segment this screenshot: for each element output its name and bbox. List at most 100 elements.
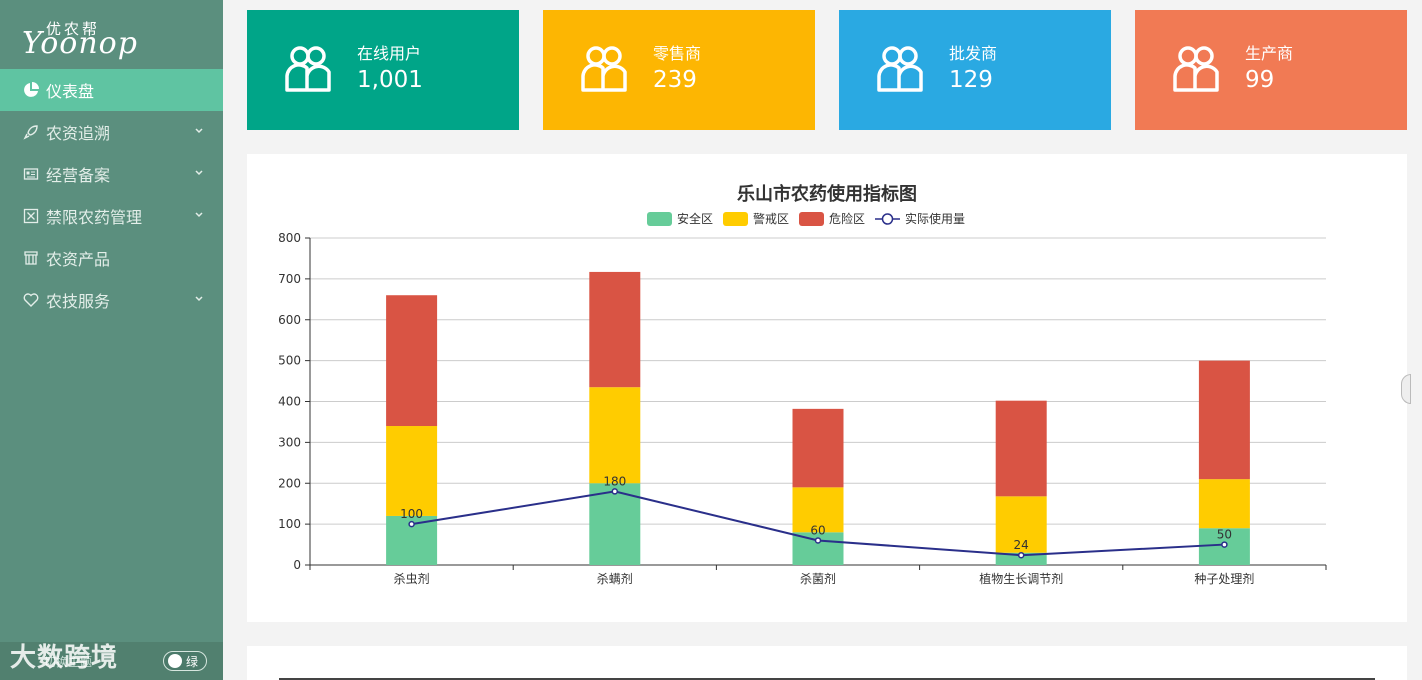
legend-item-danger[interactable]: 危险区 — [799, 210, 865, 227]
data-label: 24 — [1014, 538, 1029, 552]
id-card-icon — [22, 165, 40, 183]
line-point — [611, 488, 619, 495]
legend-swatch — [647, 211, 672, 226]
bar-segment — [995, 400, 1047, 497]
sidebar-item-label: 农资产品 — [46, 250, 111, 269]
chevron-down-icon — [195, 170, 203, 176]
legend-item-actual[interactable]: 实际使用量 — [875, 210, 965, 227]
legend-item-warning[interactable]: 警戒区 — [723, 210, 789, 227]
x-tick-label: 种子处理剂 — [1194, 571, 1254, 586]
sidebar: 优农帮 Yoonop 仪表盘 农资追溯 经营备案 — [0, 0, 223, 680]
line-point — [408, 520, 415, 528]
rocket-icon — [22, 123, 40, 141]
legend-item-safe[interactable]: 安全区 — [647, 210, 713, 227]
data-label: 60 — [810, 523, 825, 537]
bar-segment — [1198, 360, 1250, 480]
data-label: 100 — [400, 507, 423, 521]
legend-line-swatch — [875, 212, 901, 225]
y-tick-label: 100 — [278, 517, 301, 531]
toggle-knob — [168, 654, 182, 668]
legend-label: 危险区 — [829, 212, 866, 226]
y-tick-label: 0 — [293, 558, 301, 572]
sidebar-item-dashboard[interactable]: 仪表盘 — [0, 69, 223, 111]
heart-icon — [22, 291, 40, 309]
sidebar-item-restricted-pesticides[interactable]: 禁限农药管理 — [0, 195, 223, 237]
sidebar-item-label: 经营备案 — [46, 166, 111, 185]
side-panel-handle[interactable] — [1401, 374, 1411, 404]
line-point — [1017, 551, 1025, 559]
stat-value: 239 — [653, 67, 697, 93]
stat-card-online-users[interactable]: 在线用户 1,001 — [247, 10, 519, 130]
stat-label: 批发商 — [949, 44, 998, 63]
sidebar-item-agri-services[interactable]: 农技服务 — [0, 279, 223, 321]
users-icon — [285, 46, 331, 92]
theme-toggle[interactable]: 绿 — [163, 651, 207, 671]
legend-label: 警戒区 — [753, 212, 790, 226]
second-panel — [247, 646, 1407, 680]
x-tick-label: 杀菌剂 — [800, 571, 836, 586]
sidebar-item-label: 禁限农药管理 — [46, 208, 143, 227]
watermark-text: 大数跨境 — [10, 643, 119, 673]
y-tick-label: 700 — [278, 272, 301, 286]
data-label: 180 — [603, 474, 626, 488]
bar-segment — [792, 487, 844, 533]
bar-segment — [792, 408, 844, 488]
stat-value: 129 — [949, 67, 993, 93]
bar-segment — [386, 426, 438, 516]
chart-plot: 0 100 200 300 400 500 600 700 800 杀虫剂 杀螨剂 杀菌剂 植物生长调节… — [278, 231, 1327, 586]
sidebar-item-business-filing[interactable]: 经营备案 — [0, 153, 223, 195]
stat-label: 零售商 — [653, 44, 702, 63]
cross-box-icon — [22, 207, 40, 225]
line-point — [814, 537, 822, 544]
x-tick-label: 植物生长调节剂 — [979, 571, 1063, 586]
data-label: 50 — [1217, 528, 1232, 542]
chevron-down-icon — [195, 128, 203, 134]
stat-card-producers[interactable]: 生产商 99 — [1135, 10, 1407, 130]
bar-segment — [589, 483, 641, 565]
sidebar-item-label: 仪表盘 — [46, 82, 95, 101]
bar-segment — [589, 271, 641, 388]
stat-card-wholesalers[interactable]: 批发商 129 — [839, 10, 1111, 130]
stat-card-retailers[interactable]: 零售商 239 — [543, 10, 815, 130]
bar-segment — [995, 552, 1047, 565]
chart-legend: 安全区 警戒区 危险区 实际使用量 — [647, 210, 975, 227]
x-tick-label: 杀螨剂 — [597, 571, 633, 586]
y-tick-label: 200 — [278, 476, 301, 490]
legend-label: 实际使用量 — [905, 212, 966, 226]
legend-swatch — [799, 211, 825, 226]
sidebar-item-agri-products[interactable]: 农资产品 — [0, 237, 223, 279]
theme-switch-label: 切换主题 — [44, 654, 93, 669]
stat-value: 1,001 — [357, 67, 423, 93]
chevron-down-icon — [195, 212, 203, 218]
chart-title: 乐山市农药使用指标图 — [737, 184, 917, 205]
y-tick-label: 400 — [278, 395, 301, 409]
y-tick-label: 500 — [278, 354, 301, 368]
sidebar-item-traceability[interactable]: 农资追溯 — [0, 111, 223, 153]
bar-segment — [1198, 479, 1250, 529]
chevron-down-icon — [195, 296, 203, 302]
toggle-label: 绿 — [186, 654, 199, 669]
chart-panel: 乐山市农药使用指标图 安全区 警戒区 危险区 实际使用量 0 100 200 300 4… — [247, 154, 1411, 622]
panel-divider — [279, 678, 1375, 680]
logo-cn-text: 优农帮 — [46, 20, 101, 38]
x-tick-label: 杀虫剂 — [394, 571, 430, 586]
legend-swatch — [723, 211, 749, 226]
line-point — [1221, 541, 1228, 548]
y-tick-label: 600 — [278, 313, 301, 327]
y-tick-label: 800 — [278, 231, 301, 245]
users-icon — [877, 46, 923, 92]
sidebar-menu: 仪表盘 农资追溯 经营备案 禁限农药管理 农资 — [0, 69, 223, 321]
legend-label: 安全区 — [677, 212, 714, 226]
stat-value: 99 — [1245, 67, 1275, 93]
stat-label: 在线用户 — [357, 44, 422, 63]
bar-segment — [589, 387, 641, 484]
bar-segment — [995, 496, 1047, 553]
sidebar-item-label: 农技服务 — [46, 292, 111, 311]
users-icon — [1173, 46, 1219, 92]
stat-label: 生产商 — [1245, 44, 1294, 63]
pie-chart-icon — [22, 81, 40, 99]
bar-segment — [386, 295, 438, 427]
logo[interactable]: 优农帮 Yoonop — [0, 0, 223, 69]
y-tick-label: 300 — [278, 435, 301, 449]
sidebar-item-label: 农资追溯 — [46, 124, 111, 143]
